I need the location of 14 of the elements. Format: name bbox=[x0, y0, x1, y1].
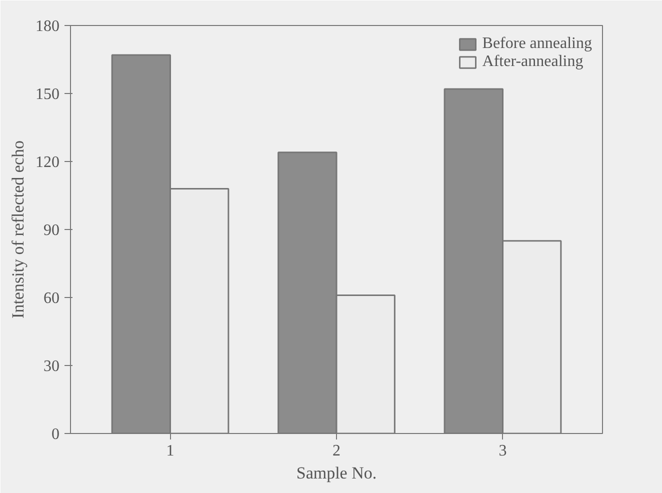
y-tick-label: 180 bbox=[36, 18, 60, 35]
y-tick-label: 120 bbox=[36, 154, 60, 171]
y-axis-title: Intensity of reflected echo bbox=[8, 140, 28, 318]
y-tick-label: 60 bbox=[44, 290, 60, 307]
legend-label: After-annealing bbox=[482, 53, 584, 71]
y-tick-label: 30 bbox=[44, 358, 60, 375]
y-tick-label: 150 bbox=[36, 86, 60, 103]
x-axis-title: Sample No. bbox=[296, 464, 377, 482]
x-tick-label: 2 bbox=[332, 442, 340, 460]
y-tick-label: 90 bbox=[44, 222, 60, 239]
legend-label: Before annealing bbox=[482, 35, 592, 53]
y-tick-label: 0 bbox=[52, 426, 60, 443]
x-tick-label: 3 bbox=[498, 442, 507, 460]
x-tick-label: 1 bbox=[166, 442, 174, 460]
